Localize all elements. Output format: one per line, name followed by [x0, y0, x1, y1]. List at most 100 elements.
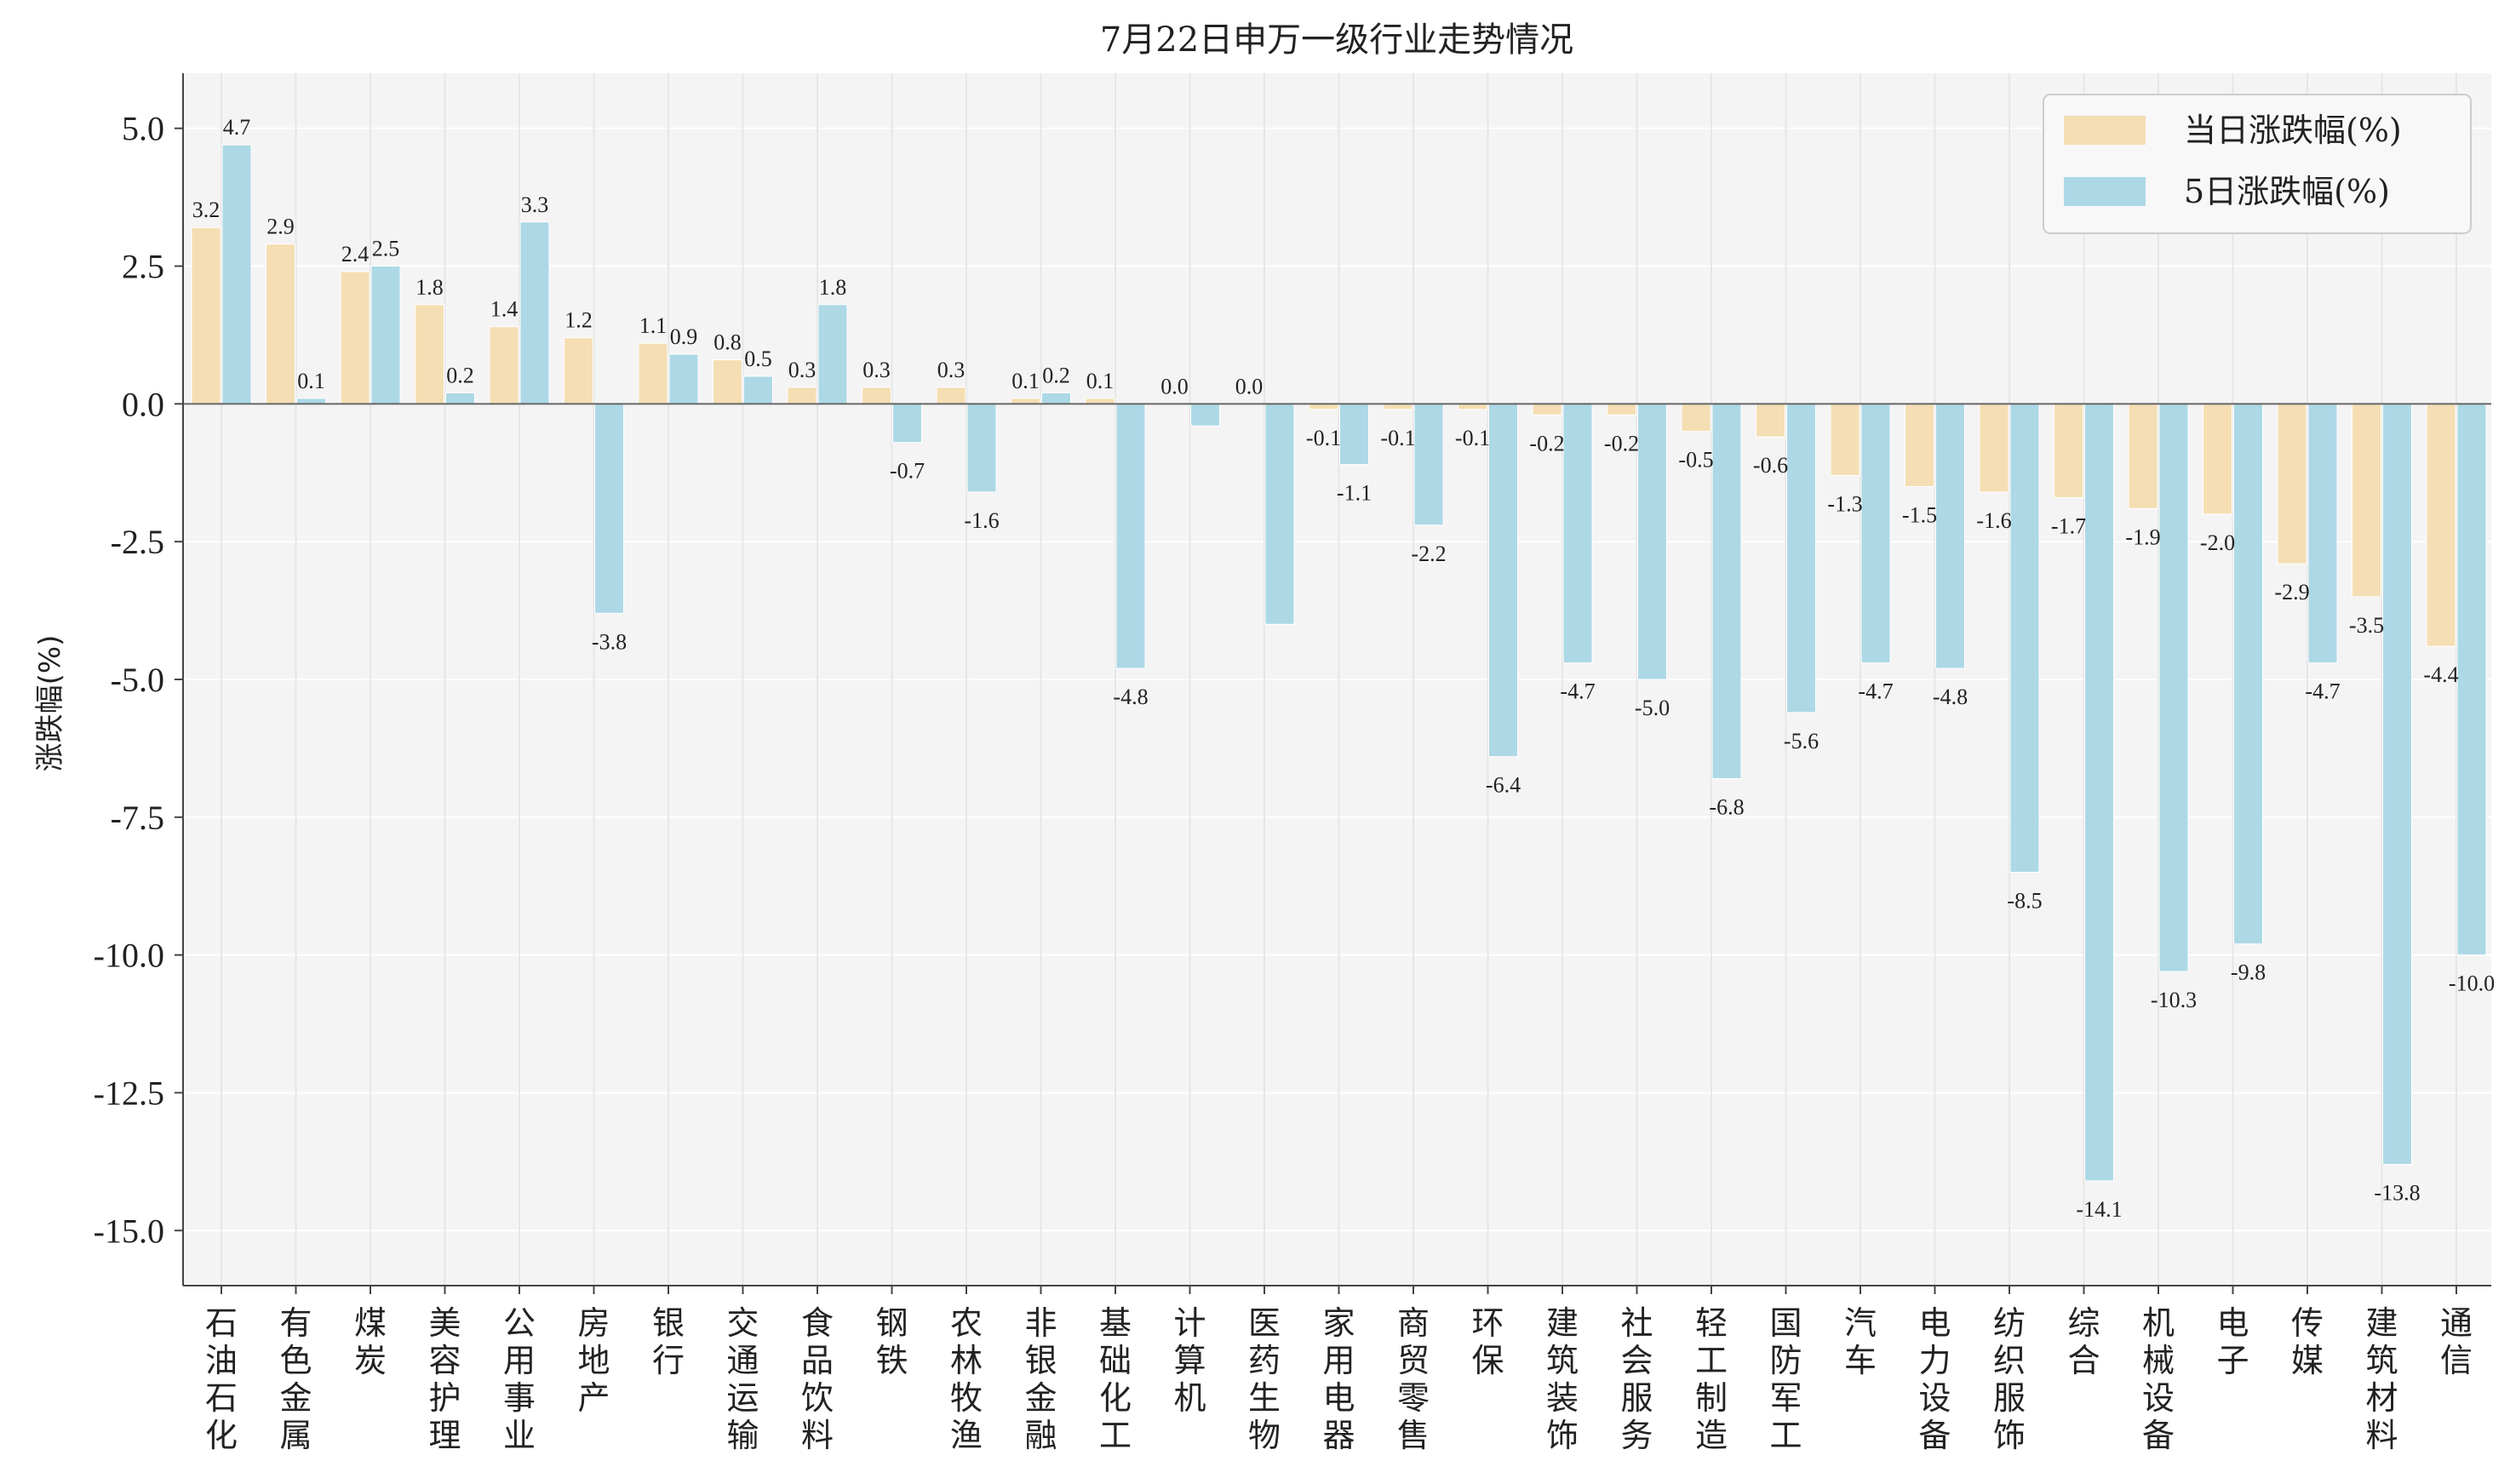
- y-tick-label: -2.5: [111, 523, 164, 561]
- x-category-label: 石油石化: [205, 1304, 238, 1454]
- data-label-5day: -5.0: [1635, 696, 1670, 720]
- bar-daily: [1607, 403, 1636, 415]
- bar-5day: [519, 221, 550, 404]
- bar-5day: [1488, 403, 1518, 758]
- bar-5day: [445, 392, 475, 404]
- bar-daily: [340, 271, 370, 404]
- bar-daily: [415, 304, 444, 404]
- legend-label-daily: 当日涨跌幅(%): [2184, 112, 2402, 149]
- chart-title: 7月22日申万一级行业走势情况: [1100, 20, 1573, 60]
- legend-box: [2043, 94, 2472, 234]
- bar-daily: [564, 337, 593, 404]
- x-category-label: 商贸零售: [1397, 1304, 1430, 1454]
- bar-daily: [2277, 403, 2307, 564]
- data-label-daily: -1.6: [1976, 508, 2011, 533]
- legend: 当日涨跌幅(%) 5日涨跌幅(%): [2043, 94, 2472, 234]
- bar-daily: [2054, 403, 2083, 498]
- data-label-daily: -0.1: [1380, 426, 1415, 450]
- bar-5day: [594, 403, 624, 614]
- bar-5day: [1637, 403, 1667, 680]
- data-label-5day: 0.2: [446, 363, 474, 387]
- bar-daily: [1756, 403, 1785, 438]
- data-label-daily: 3.2: [192, 198, 221, 222]
- x-category-label: 非银金融: [1024, 1304, 1057, 1454]
- data-label-5day: -6.4: [1486, 773, 1521, 798]
- data-label-daily: -1.9: [2125, 524, 2160, 549]
- x-category-label: 建筑装饰: [1546, 1304, 1579, 1454]
- bar-daily: [787, 387, 817, 404]
- data-label-5day: -2.2: [1411, 541, 1446, 566]
- data-label-daily: -0.5: [1678, 448, 1713, 473]
- bars: [191, 144, 2487, 1182]
- data-label-daily: -0.2: [1604, 431, 1639, 456]
- y-tick-label: -5.0: [111, 661, 164, 699]
- data-label-5day: 2.5: [372, 237, 400, 261]
- bar-5day: [2382, 403, 2412, 1166]
- bar-daily: [489, 326, 519, 404]
- data-label-5day: -1.1: [1337, 481, 1372, 506]
- y-axis-ticks: 5.0 2.5 0.0 -2.5 -5.0 -7.5 -10.0 -12.5 -15.0: [94, 110, 183, 1250]
- data-label-5day: -14.1: [2076, 1197, 2122, 1222]
- bar-daily: [862, 387, 891, 404]
- x-category-label: 农林牧渔: [950, 1304, 983, 1454]
- data-label-5day: -4.8: [1933, 685, 1968, 709]
- x-category-label: 传媒: [2291, 1304, 2324, 1379]
- data-label-daily: -2.0: [2200, 530, 2235, 555]
- bar-daily: [1830, 403, 1860, 477]
- y-axis-label: 涨跌幅(%): [33, 635, 67, 772]
- x-category-label: 轻工制造: [1695, 1304, 1728, 1454]
- data-label-5day: -4.8: [1113, 685, 1148, 709]
- data-label-daily: 0.3: [862, 358, 891, 382]
- data-label-daily: -2.9: [2274, 580, 2309, 604]
- legend-swatch-daily: [2064, 116, 2146, 145]
- bar-5day: [743, 375, 773, 404]
- data-label-daily: -0.1: [1306, 426, 1341, 450]
- bar-daily: [638, 342, 668, 404]
- data-label-daily: -1.5: [1902, 502, 1937, 527]
- y-tick-label: -12.5: [94, 1074, 164, 1112]
- x-category-label: 建筑材料: [2365, 1304, 2398, 1454]
- data-label-5day: 0.1: [297, 369, 325, 393]
- y-tick-label: 2.5: [122, 248, 164, 286]
- data-label-daily: 1.8: [415, 275, 444, 300]
- bar-daily: [1905, 403, 1934, 487]
- data-label-5day: -10.3: [2151, 988, 2197, 1012]
- bar-5day: [1190, 403, 1220, 427]
- bar-5day: [1041, 392, 1071, 404]
- data-label-5day: 4.7: [223, 115, 251, 140]
- data-label-5day: -9.8: [2231, 960, 2266, 985]
- x-category-label: 交通运输: [726, 1304, 759, 1454]
- bar-5day: [1264, 403, 1295, 625]
- y-tick-label: -10.0: [94, 937, 164, 975]
- bar-daily: [936, 387, 966, 404]
- data-label-5day: -5.6: [1784, 729, 1819, 753]
- x-category-label: 计算机: [1173, 1304, 1206, 1417]
- x-category-label: 钢铁: [875, 1304, 908, 1379]
- x-category-label: 电力设备: [1918, 1304, 1951, 1454]
- bar-5day: [1562, 403, 1593, 664]
- x-category-label: 社会服务: [1620, 1304, 1653, 1454]
- data-labels: 3.22.92.41.81.4 1.2 1.10.80.3 0.3 0.3 0.1 0.1 0…: [192, 115, 2495, 1222]
- bar-daily: [2203, 403, 2232, 515]
- bar-daily: [1979, 403, 2009, 493]
- bar-5day: [966, 403, 997, 493]
- bar-5day: [2456, 403, 2487, 956]
- bar-daily: [1681, 403, 1711, 433]
- data-label-daily: -4.4: [2423, 662, 2458, 687]
- data-label-daily: 2.4: [341, 242, 370, 266]
- x-axis-categories: 石油石化 有色金属 煤炭 美容护理 公用事业 房地产 银行 交通运输 食品饮料 钢铁 农林牧渔 非银金…: [205, 1286, 2473, 1454]
- data-label-5day: -4.7: [1858, 679, 1893, 704]
- x-category-label: 环保: [1471, 1304, 1504, 1379]
- x-category-label: 食品饮料: [801, 1304, 834, 1454]
- bar-daily: [191, 226, 221, 404]
- x-category-label: 国防军工: [1769, 1304, 1802, 1454]
- bar-5day: [1935, 403, 1965, 669]
- x-category-label: 综合: [2067, 1304, 2100, 1379]
- y-tick-label: 5.0: [122, 110, 164, 148]
- data-label-daily: 0.3: [788, 358, 817, 382]
- x-category-label: 基础化工: [1099, 1304, 1132, 1454]
- data-label-5day: -13.8: [2374, 1181, 2420, 1206]
- data-label-daily: -1.7: [2051, 513, 2086, 538]
- x-category-label: 汽车: [1844, 1304, 1877, 1379]
